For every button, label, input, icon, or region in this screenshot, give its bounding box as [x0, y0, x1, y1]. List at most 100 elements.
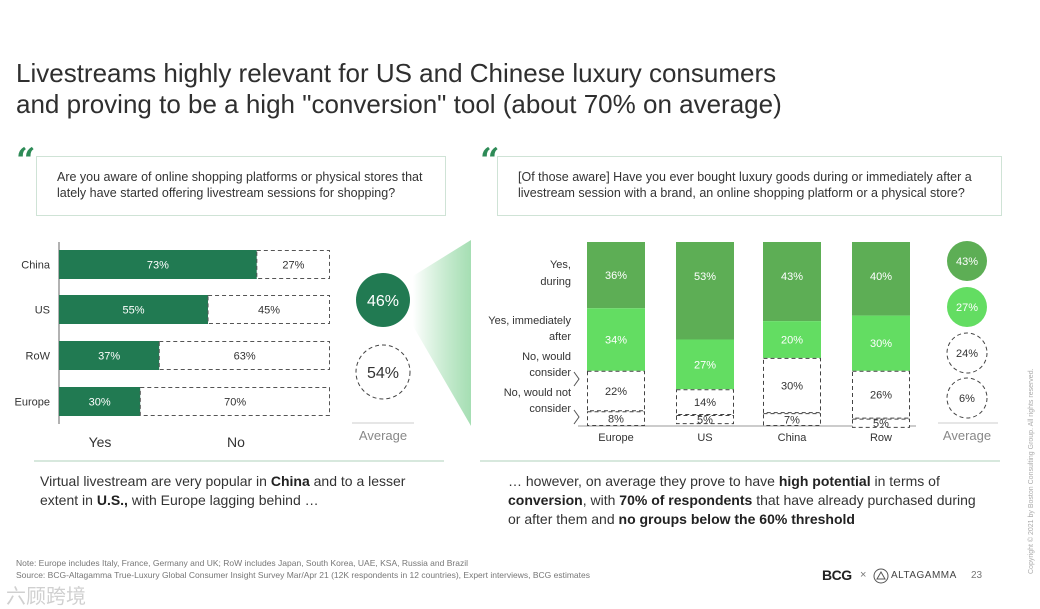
bcg-logo: BCG [822, 567, 852, 583]
left-quote-icon: “ [16, 141, 36, 181]
right-bar-segment [763, 413, 821, 426]
right-bar-segment [852, 242, 910, 316]
right-bar-segment [763, 242, 821, 322]
right-bar-chart: 36% 34% 22% 8% Europe 53% 27% 14% 5% US 43% 20% 30% 7… [488, 241, 998, 444]
connector-shape [413, 240, 471, 426]
right-caption-bold-3: 70% of respondents [619, 492, 753, 508]
right-legend-label: Yes, [550, 259, 571, 271]
left-caption: Virtual livestream are very popular in C… [40, 472, 420, 510]
right-average-value: 27% [956, 302, 978, 314]
right-bar-segment [587, 242, 645, 309]
right-bar-label: 8% [608, 414, 624, 426]
left-category-label: RoW [26, 351, 51, 363]
right-caption: … however, on average they prove to have… [508, 472, 988, 529]
left-bar-no [207, 295, 330, 324]
left-bar-no-label: 63% [234, 351, 256, 363]
right-average-label: Average [943, 428, 991, 443]
right-divider [480, 460, 1000, 462]
right-bar-label: 53% [694, 271, 716, 283]
right-bar-segment [676, 389, 734, 415]
footer-source: Source: BCG-Altagamma True-Luxury Global… [16, 570, 590, 580]
left-caption-text-2: and to a lesser extent in [40, 473, 406, 508]
right-bar-label: 36% [605, 270, 627, 282]
right-category-label: Row [870, 432, 892, 444]
right-legend-label: during [540, 276, 571, 288]
right-legend-bracket [573, 371, 580, 387]
right-legend-label: No, would [522, 351, 571, 363]
title-line-1: Livestreams highly relevant for US and C… [16, 58, 777, 88]
right-caption-text-2: in terms of [870, 473, 940, 489]
right-bar-segment [587, 308, 645, 371]
right-quote-icon: “ [480, 141, 500, 181]
right-caption-text-3: , with [582, 492, 620, 508]
page-number: 23 [971, 570, 983, 581]
left-bar-no [139, 387, 330, 416]
left-bar-yes [59, 341, 160, 370]
right-bar-label: 43% [781, 271, 803, 283]
right-category-label: Europe [598, 432, 633, 444]
altagamma-logo: ALTAGAMMA [891, 570, 957, 581]
left-question-box: Are you aware of online shopping platfor… [36, 156, 446, 216]
left-axis-no-label: No [227, 434, 245, 450]
right-bar-segment [852, 418, 910, 428]
right-average-circle [946, 332, 988, 374]
right-caption-text-1: … however, on average they prove to have [508, 473, 779, 489]
page-title: Livestreams highly relevant for US and C… [16, 58, 916, 120]
left-question-text: Are you aware of online shopping platfor… [57, 170, 423, 200]
left-category-label: US [35, 305, 50, 317]
right-category-label: China [778, 432, 808, 444]
right-bar-segment [587, 370, 645, 412]
right-question-text: [Of those aware] Have you ever bought lu… [518, 170, 972, 200]
right-bar-label: 30% [870, 338, 892, 350]
footer-note: Note: Europe includes Italy, France, Ger… [16, 558, 468, 568]
left-caption-bold-1: China [270, 473, 310, 489]
right-bar-segment [587, 411, 645, 426]
right-average-value: 6% [959, 393, 975, 405]
left-category-label: China [21, 260, 51, 272]
right-legend-label: Yes, immediately [488, 315, 571, 327]
right-bar-label: 20% [781, 335, 803, 347]
right-bar-segment [676, 242, 734, 340]
right-bar-label: 22% [605, 386, 627, 398]
right-legend-label: consider [529, 367, 571, 379]
logo-separator: × [860, 569, 867, 581]
right-average-circle [947, 241, 987, 281]
right-bar-label: 40% [870, 271, 892, 283]
right-bar-label: 5% [873, 418, 889, 430]
copyright-text: Copyright © 2021 by Boston Consulting Gr… [1028, 368, 1035, 574]
right-average-circle [946, 377, 988, 419]
right-legend-label: No, would not [504, 387, 571, 399]
right-bar-segment [763, 357, 821, 414]
left-bar-no-label: 45% [258, 305, 280, 317]
right-caption-bold-2: conversion [508, 492, 583, 508]
left-bar-no-label: 70% [224, 397, 246, 409]
left-bar-no-label: 27% [282, 260, 304, 272]
left-average-no-circle [355, 344, 411, 400]
right-bar-label: 30% [781, 381, 803, 393]
left-axis-yes-label: Yes [89, 434, 112, 450]
right-question-box: [Of those aware] Have you ever bought lu… [497, 156, 1002, 216]
right-average-value: 24% [956, 348, 978, 360]
right-legend-bracket [573, 409, 580, 425]
right-bar-label: 7% [784, 415, 800, 427]
right-bar-segment [763, 321, 821, 358]
right-category-label: US [697, 432, 712, 444]
left-category-label: Europe [15, 397, 50, 409]
title-line-2: and proving to be a high "conversion" to… [16, 89, 782, 119]
left-bar-no [158, 341, 330, 370]
right-caption-text-4: that have already purchased during or af… [508, 492, 976, 527]
right-caption-bold-4: no groups below the 60% threshold [618, 511, 855, 527]
right-bar-segment [676, 414, 734, 425]
left-caption-text-3: with Europe lagging behind … [127, 492, 319, 508]
left-average-yes-label: 46% [367, 293, 399, 310]
left-average-yes-circle [356, 273, 410, 327]
right-average-value: 43% [956, 256, 978, 268]
right-bar-segment [676, 339, 734, 390]
right-bar-label: 34% [605, 335, 627, 347]
left-bar-yes-label: 37% [98, 351, 120, 363]
right-bar-label: 27% [694, 359, 716, 371]
left-bar-yes [59, 387, 141, 416]
left-caption-bold-2: U.S., [96, 492, 128, 508]
left-average-label: Average [359, 428, 407, 443]
left-bar-yes-label: 30% [89, 397, 111, 409]
